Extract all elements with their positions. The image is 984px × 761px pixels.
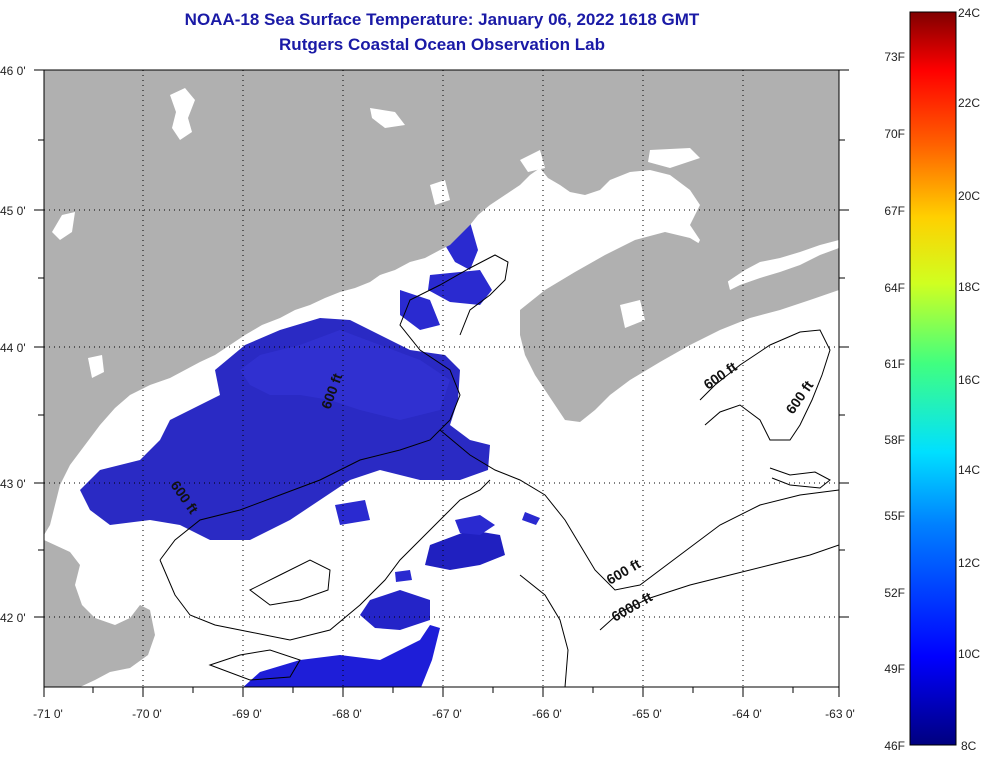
lon-label: -69 0' [232, 707, 262, 721]
colorbar-c-label: 16C [958, 373, 980, 387]
lon-label: -70 0' [132, 707, 162, 721]
colorbar-c-label: 24C [958, 6, 980, 20]
lat-label: 42 0' [0, 611, 26, 625]
colorbar-f-label: 61F [884, 357, 905, 371]
colorbar-c-label: 10C [958, 647, 980, 661]
lat-label: 43 0' [0, 477, 26, 491]
lat-label: 46 0' [0, 64, 26, 78]
colorbar: 73F 70F 67F 64F 61F 58F 55F 52F 49F 46F … [884, 6, 980, 753]
bathymetry-contours [159, 254, 839, 687]
lakes [52, 88, 700, 378]
colorbar-f-label: 49F [884, 662, 905, 676]
colorbar-c-label: 18C [958, 280, 980, 294]
sst-patches [80, 222, 540, 687]
colorbar-f-label: 52F [884, 586, 905, 600]
map-title: NOAA-18 Sea Surface Temperature: January… [184, 10, 700, 29]
colorbar-f-label: 73F [884, 50, 905, 64]
axis-ticks [34, 69, 849, 697]
lon-label: -65 0' [632, 707, 662, 721]
lon-label: -71 0' [33, 707, 63, 721]
map-subtitle: Rutgers Coastal Ocean Observation Lab [279, 35, 605, 54]
lon-label: -67 0' [432, 707, 462, 721]
lon-label: -64 0' [732, 707, 762, 721]
lon-label: -63 0' [825, 707, 855, 721]
colorbar-c-label: 22C [958, 96, 980, 110]
colorbar-c-label: 20C [958, 189, 980, 203]
lon-label: -66 0' [532, 707, 562, 721]
colorbar-c-label: 8C [961, 739, 977, 753]
longitude-labels: -71 0' -70 0' -69 0' -68 0' -67 0' -66 0… [33, 707, 855, 721]
latitude-labels: 46 0' 45 0' 44 0' 43 0' 42 0' [0, 64, 26, 625]
lat-label: 45 0' [0, 204, 26, 218]
colorbar-gradient [909, 11, 957, 746]
land [44, 70, 839, 687]
colorbar-f-label: 67F [884, 204, 905, 218]
lon-label: -68 0' [332, 707, 362, 721]
map-frame [43, 69, 840, 688]
colorbar-c-label: 12C [958, 556, 980, 570]
colorbar-c-label: 14C [958, 463, 980, 477]
colorbar-f-label: 58F [884, 433, 905, 447]
lat-label: 44 0' [0, 341, 26, 355]
colorbar-f-label: 46F [884, 739, 905, 753]
colorbar-f-label: 55F [884, 509, 905, 523]
colorbar-f-label: 70F [884, 127, 905, 141]
colorbar-f-label: 64F [884, 281, 905, 295]
